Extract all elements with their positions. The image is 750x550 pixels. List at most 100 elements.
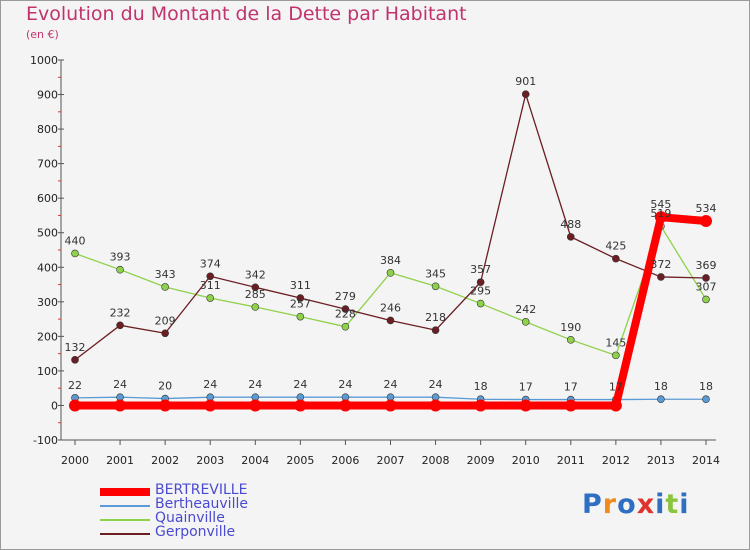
legend-item-quainville: Quainville (100, 510, 320, 526)
y-tick-label: 0 (51, 399, 58, 412)
y-tick-label: 600 (37, 192, 58, 205)
data-point-bertreville (429, 399, 442, 412)
data-point-gerponville (521, 90, 530, 98)
y-tick-label: 300 (37, 296, 58, 309)
data-label-quainville: 242 (515, 303, 536, 316)
data-point-gerponville (657, 273, 665, 281)
data-label-quainville: 190 (560, 321, 581, 334)
logo-letter: t (665, 489, 680, 520)
data-point-quainville (161, 283, 169, 291)
data-label-bertheauville: 24 (248, 378, 262, 391)
data-label-bertheauville: 17 (564, 381, 578, 394)
data-point-bertreville (114, 399, 127, 412)
data-point-gerponville (386, 316, 395, 325)
data-label-bertheauville: 24 (384, 378, 398, 391)
logo-letter: P (582, 489, 603, 520)
data-label-bertreville: 545 (650, 198, 671, 211)
legend-label: BERTREVILLE (155, 482, 248, 498)
data-label-gerponville: 279 (335, 290, 356, 303)
data-label-gerponville: 374 (200, 257, 221, 270)
data-point-bertreville (700, 214, 712, 227)
data-point-quainville (341, 322, 350, 331)
data-point-bertreville (384, 399, 397, 412)
data-label-bertheauville: 22 (68, 379, 82, 392)
data-point-bertreville (249, 399, 262, 412)
data-point-bertreville (519, 399, 532, 412)
legend-label: Bertheauville (155, 496, 248, 512)
data-label-bertheauville: 24 (429, 378, 443, 391)
data-point-quainville (702, 295, 710, 304)
data-label-gerponville: 488 (560, 218, 581, 231)
x-tick-label: 2005 (286, 454, 314, 467)
logo-letter: o (617, 489, 637, 520)
data-point-gerponville (566, 233, 575, 241)
x-tick-label: 2008 (422, 454, 450, 467)
data-point-quainville (566, 336, 575, 344)
data-label-quainville: 285 (245, 288, 266, 301)
data-label-bertheauville: 24 (113, 378, 127, 391)
legend-label: Gerponville (155, 524, 236, 540)
data-point-bertreville (294, 399, 307, 412)
data-label-bertheauville: 20 (158, 380, 172, 393)
x-tick-label: 2003 (196, 454, 224, 467)
y-tick-label: 100 (37, 365, 58, 378)
data-point-quainville (251, 303, 260, 311)
data-point-gerponville (296, 294, 305, 302)
y-tick-label: 500 (37, 227, 58, 240)
legend-swatch (100, 505, 150, 507)
data-point-gerponville (702, 274, 710, 282)
data-label-bertheauville: 17 (519, 381, 533, 394)
y-tick-label: 400 (37, 261, 58, 274)
data-label-bertheauville: 24 (203, 378, 217, 391)
data-label-quainville: 343 (155, 268, 176, 281)
x-tick-label: 2013 (647, 454, 675, 467)
data-point-bertreville (609, 399, 622, 412)
data-label-quainville: 384 (380, 254, 401, 267)
legend-item-gerponville: Gerponville (100, 524, 320, 540)
legend-item-bertheauville: Bertheauville (100, 496, 320, 512)
x-tick-label: 2007 (377, 454, 405, 467)
legend-item-bertreville: BERTREVILLE (100, 482, 320, 498)
x-tick-label: 2006 (331, 454, 359, 467)
y-tick-label: 200 (37, 330, 58, 343)
x-tick-label: 2009 (467, 454, 495, 467)
data-point-quainville (612, 351, 620, 360)
data-label-gerponville: 901 (515, 75, 536, 88)
data-labels-layer: 545 534 22 24 20 24 24 24 24 24 24 18 17 17 17 18 18 440 3… (65, 75, 717, 393)
data-point-bertreville (654, 211, 667, 224)
x-tick-label: 2001 (106, 454, 134, 467)
data-point-quainville (296, 312, 305, 321)
data-point-bertreville (159, 399, 172, 412)
y-tick-label: -100 (33, 434, 58, 447)
data-point-gerponville (341, 305, 350, 313)
data-label-bertreville: 534 (696, 202, 717, 215)
data-label-gerponville: 342 (245, 268, 266, 281)
data-point-gerponville (431, 326, 440, 334)
x-tick-label: 2010 (512, 454, 540, 467)
data-label-bertheauville: 17 (609, 381, 623, 394)
x-tick-label: 2000 (61, 454, 89, 467)
series-layer (69, 90, 712, 412)
data-point-quainville (116, 265, 124, 274)
data-label-gerponville: 357 (470, 263, 491, 276)
x-tick-label: 2004 (241, 454, 269, 467)
logo-letter: i (679, 489, 690, 520)
data-label-bertheauville: 18 (474, 380, 488, 393)
data-point-bertreville (474, 399, 487, 412)
data-label-bertheauville: 18 (699, 380, 713, 393)
data-label-bertheauville: 24 (293, 378, 307, 391)
data-label-quainville: 440 (65, 234, 86, 247)
logo-letter: r (602, 489, 618, 520)
data-point-bertheauville (702, 395, 710, 404)
data-label-gerponville: 232 (110, 306, 131, 319)
data-label-bertheauville: 18 (654, 380, 668, 393)
data-point-gerponville (476, 278, 485, 286)
y-tick-label: 700 (37, 158, 58, 171)
data-point-bertreville (204, 399, 217, 412)
data-label-gerponville: 132 (65, 341, 86, 354)
data-label-gerponville: 246 (380, 301, 401, 314)
data-label-gerponville: 372 (650, 258, 671, 271)
data-point-quainville (431, 282, 440, 291)
